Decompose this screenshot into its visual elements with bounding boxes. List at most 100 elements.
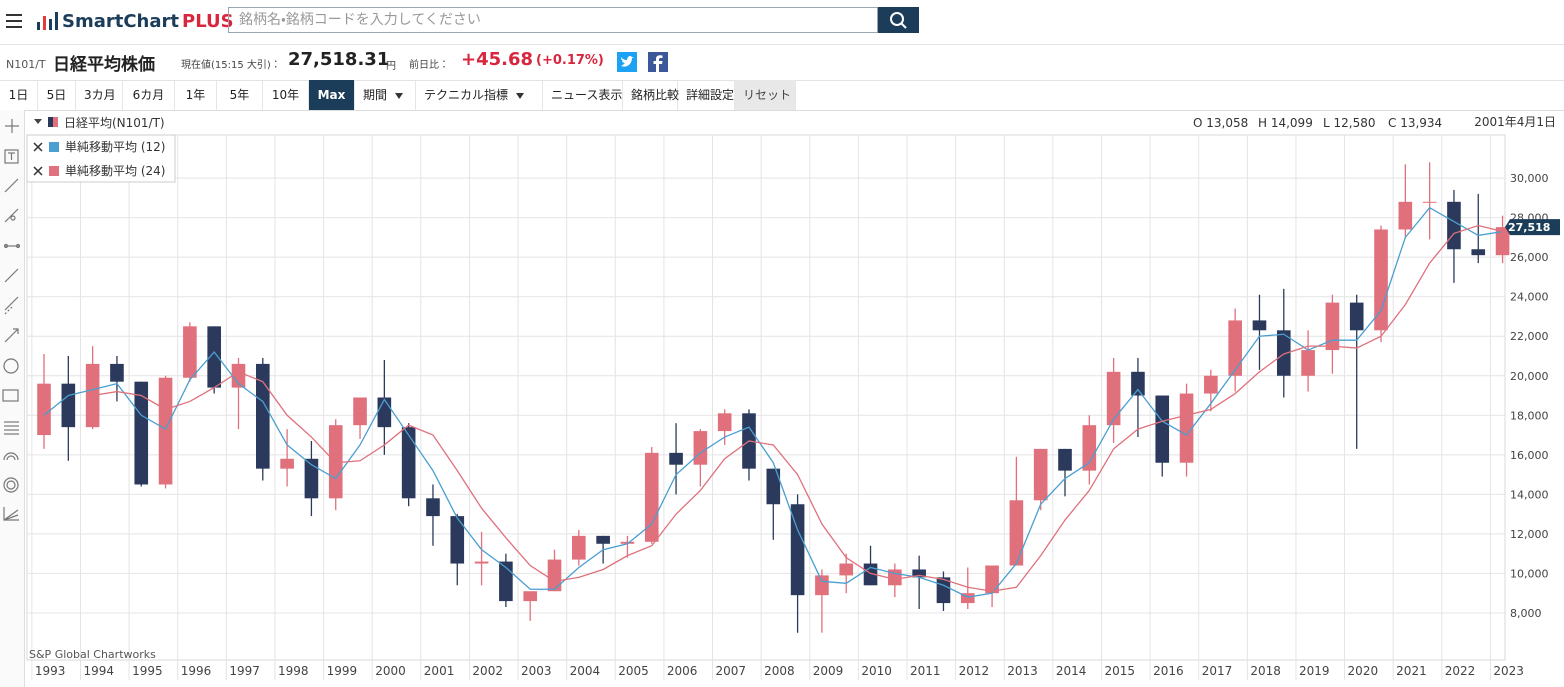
arrow-tool[interactable] (4, 328, 19, 343)
candle-body (353, 397, 367, 426)
toolbar-button[interactable]: 詳細設定 (678, 80, 735, 110)
change-label: 前日比： (409, 60, 449, 71)
candle-body (1252, 320, 1267, 331)
candle-body (1131, 371, 1145, 396)
toolbar-button[interactable]: 10年 (263, 80, 309, 110)
trend-tool[interactable] (4, 208, 19, 223)
hline-tool[interactable] (3, 243, 21, 249)
y-tick-label: 20,000 (1510, 370, 1549, 383)
dropdown-arrow (395, 92, 404, 99)
candle-body (1422, 201, 1437, 203)
x-tick-label: 2007 (716, 664, 747, 678)
toolbar-button[interactable]: ニュース表示 (543, 80, 623, 110)
collapse-arrow (34, 119, 42, 124)
x-tick-label: 1996 (181, 664, 212, 678)
candle-body (1471, 249, 1486, 256)
x-tick-label: 2017 (1202, 664, 1233, 678)
x-tick-label: 2013 (1007, 664, 1038, 678)
ohlc-value: L 12,580 (1323, 116, 1376, 130)
search-input[interactable]: 銘柄名・銘柄コードを入力してください (228, 7, 878, 33)
symbol-name: 日経平均株価 (53, 55, 155, 75)
candle-body (669, 452, 683, 465)
candle-body (401, 427, 416, 499)
x-tick-label: 1995 (132, 664, 163, 678)
logo-text: SmartChart (62, 11, 179, 32)
candle-body (1228, 320, 1242, 376)
menu-icon[interactable] (6, 14, 22, 28)
toolbar-button[interactable]: 1日 (0, 80, 38, 110)
legend-swatch (49, 166, 59, 176)
x-tick-label: 2012 (959, 664, 990, 678)
candle-body (183, 326, 197, 378)
candle-body (1033, 448, 1048, 501)
circle-tool[interactable] (3, 358, 19, 374)
toolbar-button[interactable]: リセット (735, 80, 796, 110)
x-tick-label: 1997 (229, 664, 260, 678)
ray-tool[interactable] (4, 268, 19, 283)
ohlc-value: O 13,058 (1193, 116, 1248, 130)
toolbar-button[interactable]: 6カ月 (123, 80, 175, 110)
line-tool[interactable] (4, 178, 19, 193)
y-tick-label: 8,000 (1510, 607, 1542, 620)
logo-icon (37, 12, 58, 30)
candle-body (1204, 375, 1218, 394)
button-label: Max (317, 88, 346, 102)
candle-body (1082, 425, 1097, 471)
twitter-button[interactable] (617, 52, 637, 72)
x-tick-label: 2020 (1348, 664, 1379, 678)
x-tick-label: 2023 (1493, 664, 1524, 678)
channel-tool[interactable] (4, 296, 19, 315)
button-label: 3カ月 (84, 88, 116, 102)
crosshair-tool[interactable] (5, 119, 19, 133)
button-label: 10年 (271, 88, 300, 102)
spiral-tool[interactable] (3, 477, 19, 493)
logo[interactable]: SmartChart PLUS (62, 11, 234, 32)
candle-body (596, 535, 610, 544)
legend-remove[interactable] (33, 142, 43, 152)
y-tick-label: 30,000 (1510, 172, 1549, 185)
facebook-button[interactable] (648, 52, 668, 72)
toolbar-button[interactable]: 1年 (175, 80, 217, 110)
text-tool[interactable] (4, 149, 19, 164)
candle-body (255, 363, 270, 469)
x-tick-label: 1994 (83, 664, 114, 678)
candle-body (1009, 500, 1024, 566)
plot-background (26, 134, 1506, 661)
toolbar: 1日 5日 3カ月 6カ月 1年 5年 10年 Max 期間 テクニカル指標 ニュース表示 銘柄比較詳… (0, 80, 1564, 111)
y-tick-label: 26,000 (1510, 251, 1549, 264)
legend-remove[interactable] (33, 166, 43, 176)
legend-label: 単純移動平均 (24) (65, 164, 165, 178)
button-label: ニュース表示 (551, 88, 623, 102)
toolbar-button[interactable]: 3カ月 (76, 80, 123, 110)
last-price-tag (1505, 219, 1560, 236)
candle-body (426, 498, 440, 517)
change-pct: (+0.17%) (536, 53, 604, 68)
toolbar-button[interactable]: テクニカル指標 (416, 80, 543, 110)
toolbar-button[interactable]: 期間 (355, 80, 416, 110)
drawing-tools (0, 110, 25, 687)
x-tick-label: 2022 (1445, 664, 1476, 678)
remove-icon (33, 142, 43, 152)
toolbar-button[interactable]: 5年 (217, 80, 263, 110)
arc-tool[interactable] (3, 452, 19, 461)
remove-icon (33, 166, 43, 176)
legend-label: 単純移動平均 (12) (65, 140, 165, 154)
toolbar-button[interactable]: 5日 (38, 80, 76, 110)
candle-body (207, 326, 221, 388)
button-label: テクニカル指標 (424, 88, 509, 102)
fib-tool[interactable] (4, 421, 19, 435)
fan-tool[interactable] (3, 507, 19, 521)
search-button[interactable] (878, 7, 919, 33)
x-tick-label: 2015 (1104, 664, 1135, 678)
toolbar-button[interactable]: 銘柄比較 (623, 80, 680, 110)
rect-tool[interactable] (2, 389, 19, 402)
toolbar-button[interactable]: Max (309, 80, 355, 110)
button-label: 銘柄比較 (631, 88, 680, 102)
candle-body (499, 561, 513, 602)
candle-body (1447, 201, 1461, 250)
x-tick-label: 2014 (1056, 664, 1087, 678)
price: 27,518.31 (288, 49, 390, 70)
y-tick-label: 16,000 (1510, 449, 1549, 462)
